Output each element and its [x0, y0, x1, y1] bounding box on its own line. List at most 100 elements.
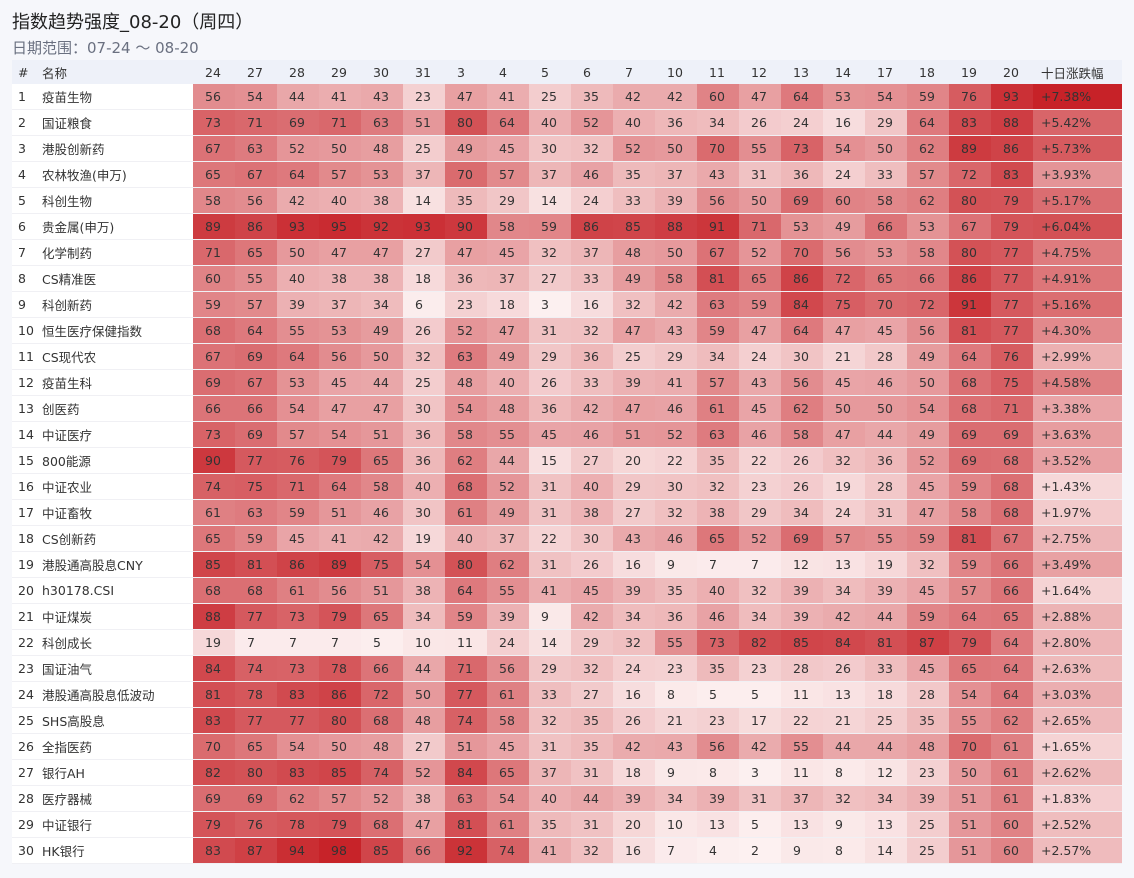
- score-cell: 29: [529, 656, 571, 681]
- score-cell: 25: [907, 812, 949, 837]
- score-cell: 27: [571, 448, 613, 473]
- index-name: 中证煤炭: [40, 604, 193, 629]
- change-cell: +1.83%: [1033, 786, 1122, 811]
- score-cell: 49: [361, 318, 403, 343]
- score-cell: 86: [949, 266, 991, 291]
- score-cell: 93: [277, 214, 319, 239]
- score-cell: 22: [655, 448, 697, 473]
- score-cell: 65: [697, 526, 739, 551]
- score-cell: 56: [319, 344, 361, 369]
- score-cell: 58: [781, 422, 823, 447]
- score-cell: 79: [193, 812, 235, 837]
- row-index: 11: [12, 344, 40, 369]
- score-cell: 12: [781, 552, 823, 577]
- score-cell: 20: [613, 448, 655, 473]
- score-cell: 63: [697, 422, 739, 447]
- score-cell: 63: [235, 500, 277, 525]
- column-header: 十日涨跌幅: [1041, 65, 1104, 81]
- score-cell: 37: [781, 786, 823, 811]
- score-cell: 45: [739, 396, 781, 421]
- score-cell: 33: [613, 188, 655, 213]
- score-cell: 34: [697, 110, 739, 135]
- score-cell: 52: [739, 526, 781, 551]
- score-cell: 45: [823, 370, 865, 395]
- score-cell: 26: [529, 370, 571, 395]
- score-cell: 22: [781, 708, 823, 733]
- score-cell: 70: [445, 162, 487, 187]
- index-name: 创医药: [40, 396, 193, 421]
- score-cell: 75: [823, 292, 865, 317]
- score-cell: 69: [781, 526, 823, 551]
- score-cell: 64: [445, 578, 487, 603]
- score-cell: 39: [487, 604, 529, 629]
- score-cell: 79: [319, 448, 361, 473]
- row-index: 19: [12, 552, 40, 577]
- score-cell: 32: [613, 630, 655, 655]
- score-cell: 93: [991, 84, 1033, 109]
- score-cell: 21: [655, 708, 697, 733]
- score-cell: 47: [823, 318, 865, 343]
- score-cell: 7: [319, 630, 361, 655]
- score-cell: 38: [361, 266, 403, 291]
- score-cell: 13: [865, 812, 907, 837]
- score-cell: 41: [319, 84, 361, 109]
- table-row: 6 贵金属(申万) 89 86 93 95 92 93 90 58 59 86 85 88 91 71 53 49…: [12, 214, 1122, 240]
- score-cell: 26: [739, 110, 781, 135]
- score-cell: 67: [949, 214, 991, 239]
- score-cell: 40: [571, 474, 613, 499]
- score-cell: 81: [949, 526, 991, 551]
- score-cell: 54: [949, 682, 991, 707]
- score-cell: 59: [907, 526, 949, 551]
- score-cell: 50: [655, 240, 697, 265]
- change-cell: +2.88%: [1033, 604, 1122, 629]
- score-cell: 34: [697, 344, 739, 369]
- score-cell: 54: [319, 422, 361, 447]
- score-cell: 95: [319, 214, 361, 239]
- row-index: 18: [12, 526, 40, 551]
- score-cell: 18: [865, 682, 907, 707]
- score-cell: 49: [907, 422, 949, 447]
- score-cell: 47: [319, 240, 361, 265]
- score-cell: 11: [781, 682, 823, 707]
- score-cell: 46: [739, 422, 781, 447]
- score-cell: 47: [361, 396, 403, 421]
- score-cell: 19: [193, 630, 235, 655]
- score-cell: 34: [823, 578, 865, 603]
- score-cell: 4: [697, 838, 739, 863]
- score-cell: 23: [739, 474, 781, 499]
- score-cell: 73: [193, 422, 235, 447]
- score-cell: 51: [949, 838, 991, 863]
- column-header: 6: [583, 64, 591, 80]
- score-cell: 84: [193, 656, 235, 681]
- score-cell: 52: [361, 786, 403, 811]
- score-cell: 55: [865, 526, 907, 551]
- score-cell: 85: [781, 630, 823, 655]
- score-cell: 51: [361, 578, 403, 603]
- score-cell: 24: [487, 630, 529, 655]
- score-cell: 81: [235, 552, 277, 577]
- score-cell: 69: [235, 786, 277, 811]
- table-row: 11 CS现代农 67 69 64 56 50 32 63 49 29 36 25 29 34 24 30 21 2…: [12, 344, 1122, 370]
- score-cell: 58: [487, 214, 529, 239]
- score-cell: 27: [571, 682, 613, 707]
- table-row: 10 恒生医疗保健指数 68 64 55 53 49 26 52 47 31 32 47 43 59 47 64…: [12, 318, 1122, 344]
- score-cell: 62: [277, 786, 319, 811]
- column-header: 20: [1003, 64, 1019, 80]
- score-cell: 29: [865, 110, 907, 135]
- score-cell: 53: [865, 240, 907, 265]
- score-cell: 60: [991, 838, 1033, 863]
- row-index: 16: [12, 474, 40, 499]
- score-cell: 32: [529, 240, 571, 265]
- score-cell: 36: [655, 110, 697, 135]
- score-cell: 42: [361, 526, 403, 551]
- score-cell: 50: [403, 682, 445, 707]
- score-cell: 31: [571, 812, 613, 837]
- score-cell: 68: [193, 578, 235, 603]
- score-cell: 24: [739, 344, 781, 369]
- score-cell: 36: [655, 604, 697, 629]
- score-cell: 51: [949, 812, 991, 837]
- score-cell: 47: [823, 422, 865, 447]
- change-cell: +3.93%: [1033, 162, 1122, 187]
- change-cell: +3.63%: [1033, 422, 1122, 447]
- score-cell: 27: [403, 734, 445, 759]
